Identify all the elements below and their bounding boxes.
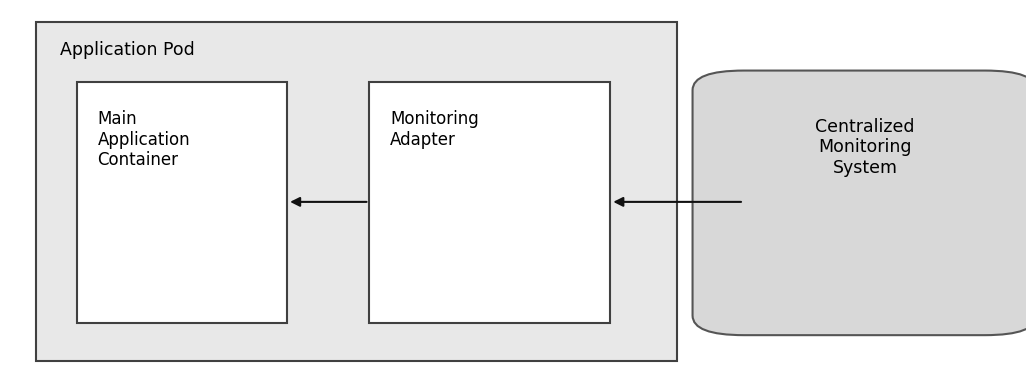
- Text: Main
Application
Container: Main Application Container: [97, 110, 190, 169]
- Text: Application Pod: Application Pod: [60, 41, 194, 59]
- Text: Monitoring
Adapter: Monitoring Adapter: [390, 110, 479, 149]
- FancyBboxPatch shape: [77, 82, 287, 323]
- Text: Centralized
Monitoring
System: Centralized Monitoring System: [816, 118, 914, 177]
- FancyBboxPatch shape: [369, 82, 610, 323]
- FancyBboxPatch shape: [36, 22, 677, 361]
- FancyBboxPatch shape: [693, 71, 1026, 335]
